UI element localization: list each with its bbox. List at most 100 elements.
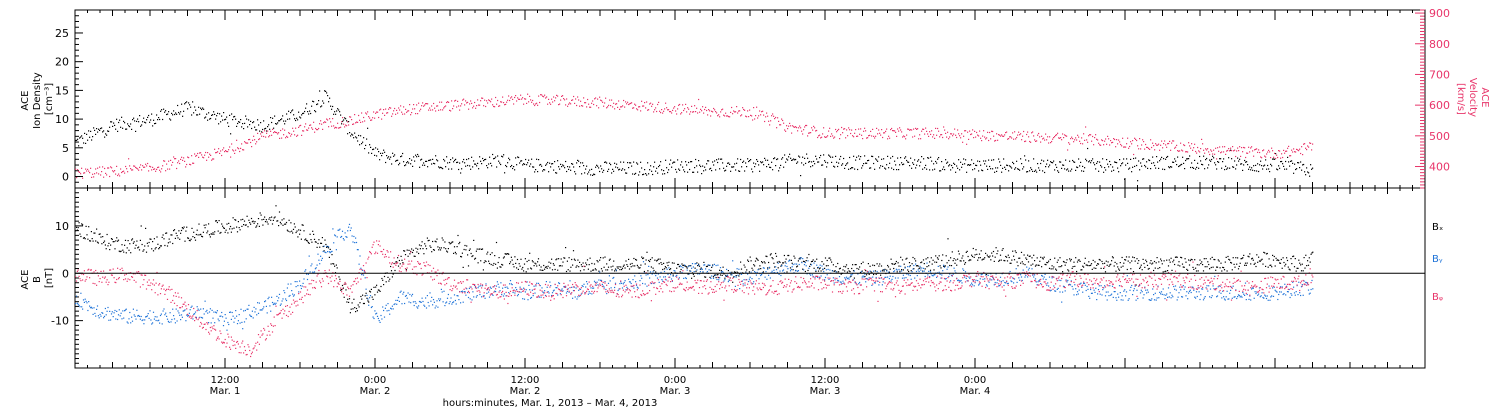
data-point bbox=[1099, 161, 1101, 163]
data-point bbox=[334, 234, 336, 236]
data-point bbox=[354, 242, 356, 244]
data-point bbox=[127, 322, 129, 324]
data-point bbox=[252, 317, 254, 319]
data-point bbox=[1225, 165, 1227, 167]
data-point bbox=[656, 167, 658, 169]
data-point bbox=[401, 111, 403, 113]
data-point bbox=[943, 166, 945, 168]
data-point bbox=[1237, 157, 1239, 159]
data-point bbox=[348, 298, 351, 300]
data-point bbox=[427, 103, 429, 105]
data-point bbox=[349, 229, 351, 232]
data-point bbox=[849, 129, 851, 131]
data-point bbox=[128, 125, 130, 127]
data-point bbox=[864, 155, 866, 157]
data-point bbox=[764, 262, 766, 264]
data-point bbox=[297, 134, 299, 136]
data-point bbox=[1134, 137, 1136, 139]
data-point bbox=[1054, 136, 1056, 138]
data-point bbox=[322, 245, 324, 248]
data-point bbox=[711, 110, 713, 112]
data-point bbox=[331, 108, 333, 110]
data-point bbox=[1125, 256, 1128, 258]
data-point bbox=[530, 268, 533, 270]
data-point bbox=[1064, 264, 1066, 266]
data-point bbox=[332, 105, 334, 108]
data-point bbox=[1112, 257, 1114, 259]
data-point bbox=[873, 264, 876, 267]
data-point bbox=[797, 161, 799, 163]
data-point bbox=[355, 122, 357, 124]
data-point bbox=[411, 112, 413, 114]
data-point bbox=[259, 212, 261, 214]
data-point bbox=[589, 169, 591, 171]
data-point bbox=[702, 165, 704, 167]
data-point bbox=[488, 296, 491, 298]
data-point bbox=[1052, 268, 1054, 270]
data-point bbox=[1235, 257, 1237, 259]
data-point bbox=[677, 263, 679, 266]
data-point bbox=[669, 268, 671, 271]
data-point bbox=[470, 168, 472, 170]
data-point bbox=[1025, 257, 1027, 259]
data-point bbox=[226, 150, 228, 153]
data-point bbox=[444, 106, 446, 108]
data-point bbox=[1220, 158, 1222, 160]
data-point bbox=[878, 265, 880, 267]
data-point bbox=[116, 237, 118, 239]
data-point bbox=[162, 118, 164, 121]
data-point bbox=[1040, 141, 1042, 143]
data-point bbox=[372, 117, 374, 119]
data-point bbox=[461, 252, 463, 254]
data-point bbox=[1070, 138, 1072, 140]
data-point bbox=[362, 121, 364, 123]
data-point bbox=[1067, 149, 1069, 151]
data-point bbox=[99, 166, 101, 168]
data-point bbox=[443, 158, 445, 161]
data-point bbox=[716, 274, 718, 276]
data-point bbox=[1065, 135, 1067, 137]
data-point bbox=[447, 248, 449, 250]
data-point bbox=[110, 121, 112, 123]
data-point bbox=[442, 239, 444, 241]
data-point bbox=[1032, 131, 1034, 133]
data-point bbox=[1014, 250, 1016, 252]
data-point bbox=[212, 317, 214, 319]
data-point bbox=[957, 129, 959, 131]
data-point bbox=[630, 266, 632, 268]
data-point bbox=[326, 118, 328, 120]
data-point bbox=[647, 162, 649, 164]
data-point bbox=[810, 132, 812, 134]
data-point bbox=[1100, 267, 1102, 269]
data-point bbox=[237, 320, 239, 322]
data-point bbox=[581, 265, 583, 268]
data-point bbox=[589, 257, 591, 259]
data-point bbox=[796, 266, 798, 268]
data-point bbox=[784, 261, 786, 263]
data-point bbox=[317, 129, 319, 131]
data-point bbox=[500, 101, 502, 103]
data-point bbox=[367, 298, 369, 300]
data-point bbox=[472, 291, 474, 293]
data-point bbox=[789, 122, 791, 124]
data-point bbox=[776, 261, 778, 263]
data-point bbox=[817, 267, 819, 269]
data-point bbox=[104, 307, 106, 310]
data-point bbox=[931, 160, 933, 162]
data-point bbox=[705, 265, 708, 268]
data-point bbox=[714, 274, 716, 276]
data-point bbox=[938, 157, 940, 159]
data-point bbox=[462, 161, 464, 163]
data-point bbox=[208, 112, 210, 114]
data-point bbox=[1033, 254, 1035, 256]
data-point bbox=[758, 268, 760, 270]
data-point bbox=[697, 265, 699, 267]
data-point bbox=[297, 236, 299, 238]
data-point bbox=[619, 168, 621, 170]
data-point bbox=[832, 264, 834, 266]
data-point bbox=[811, 161, 813, 163]
data-point bbox=[257, 302, 259, 304]
data-point bbox=[471, 255, 473, 258]
data-point bbox=[737, 112, 739, 114]
data-point bbox=[379, 321, 381, 323]
